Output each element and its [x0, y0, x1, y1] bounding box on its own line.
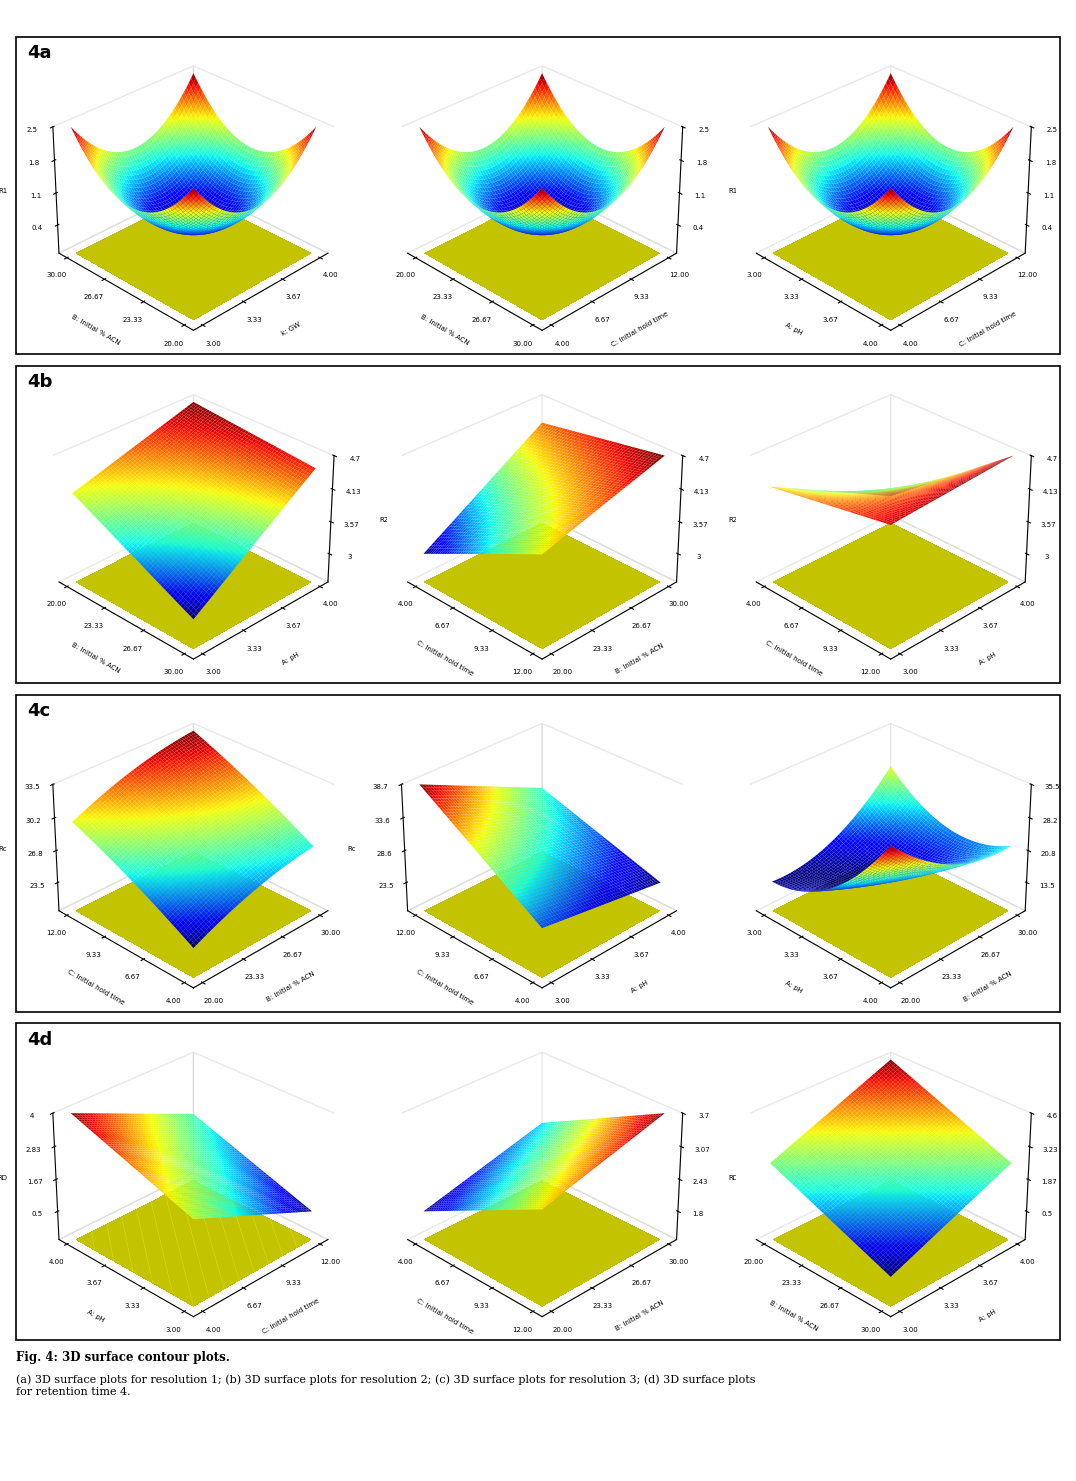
Y-axis label: B: Initial % ACN: B: Initial % ACN: [614, 643, 665, 674]
X-axis label: C: Initial hold time: C: Initial hold time: [415, 640, 475, 677]
X-axis label: C: Initial hold time: C: Initial hold time: [261, 1297, 321, 1334]
Y-axis label: C: Initial hold time: C: Initial hold time: [67, 969, 126, 1006]
Y-axis label: A: pH: A: pH: [978, 1309, 997, 1323]
Y-axis label: B: Initial % ACN: B: Initial % ACN: [71, 314, 122, 345]
Y-axis label: B: Initial % ACN: B: Initial % ACN: [963, 972, 1014, 1003]
X-axis label: A: pH: A: pH: [629, 980, 649, 994]
Y-axis label: A: pH: A: pH: [281, 652, 300, 665]
Text: 4b: 4b: [27, 373, 53, 391]
Y-axis label: A: pH: A: pH: [86, 1309, 105, 1323]
X-axis label: B: Initial % ACN: B: Initial % ACN: [768, 1300, 819, 1331]
X-axis label: B: Initial % ACN: B: Initial % ACN: [71, 643, 122, 674]
X-axis label: k: GW: k: GW: [280, 321, 301, 338]
X-axis label: B: Initial % ACN: B: Initial % ACN: [420, 314, 470, 345]
Text: (a) 3D surface plots for resolution 1; (b) 3D surface plots for resolution 2; (c: (a) 3D surface plots for resolution 1; (…: [16, 1374, 755, 1397]
Text: 4a: 4a: [27, 44, 52, 62]
Y-axis label: C: Initial hold time: C: Initial hold time: [959, 311, 1018, 348]
Text: Fig. 4: 3D surface contour plots.: Fig. 4: 3D surface contour plots.: [16, 1351, 230, 1364]
X-axis label: B: Initial % ACN: B: Initial % ACN: [266, 972, 316, 1003]
X-axis label: A: pH: A: pH: [783, 980, 803, 994]
Text: 4c: 4c: [27, 702, 49, 720]
Y-axis label: C: Initial hold time: C: Initial hold time: [415, 969, 475, 1006]
Y-axis label: A: pH: A: pH: [978, 652, 997, 665]
X-axis label: A: pH: A: pH: [783, 323, 803, 336]
Text: 4d: 4d: [27, 1031, 52, 1049]
X-axis label: C: Initial hold time: C: Initial hold time: [764, 640, 823, 677]
Y-axis label: B: Initial % ACN: B: Initial % ACN: [614, 1300, 665, 1331]
X-axis label: C: Initial hold time: C: Initial hold time: [415, 1297, 475, 1334]
Y-axis label: C: Initial hold time: C: Initial hold time: [610, 311, 669, 348]
